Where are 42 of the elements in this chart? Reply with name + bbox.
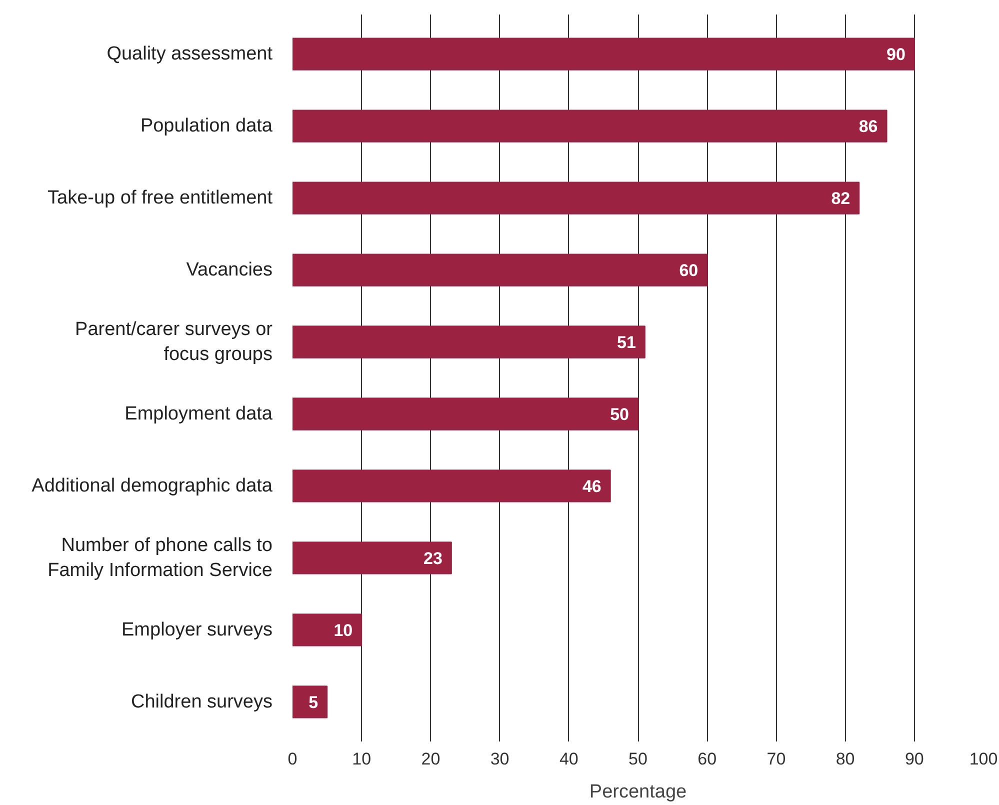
y-tick-label: Quality assessment bbox=[106, 44, 274, 65]
y-tick-label: Children surveys bbox=[131, 691, 272, 712]
data-label: 60 bbox=[679, 261, 698, 280]
bar bbox=[292, 614, 362, 646]
y-tick-label: Additional demographic data bbox=[32, 475, 273, 496]
data-label: 46 bbox=[582, 476, 602, 496]
y-tick-label: Parent/carer surveys or focus groups bbox=[75, 318, 274, 366]
data-label: 10 bbox=[334, 620, 353, 640]
x-tick-label: 70 bbox=[766, 750, 786, 768]
y-tick-label: Employer surveys bbox=[122, 619, 273, 640]
x-tick-label: 0 bbox=[288, 750, 298, 768]
data-label: 5 bbox=[308, 692, 318, 712]
x-axis-title: Percentage bbox=[589, 782, 687, 802]
bar bbox=[292, 254, 708, 286]
bar bbox=[292, 326, 646, 358]
y-tick-label: Population data bbox=[140, 116, 273, 137]
x-tick-label: 80 bbox=[836, 750, 855, 768]
x-tick-label: 40 bbox=[559, 750, 578, 768]
bar bbox=[292, 110, 888, 142]
data-label: 86 bbox=[858, 117, 878, 136]
y-tick-label: Number of phone calls to Family Information Service bbox=[48, 534, 273, 582]
x-tick-label: 10 bbox=[352, 750, 372, 768]
bar bbox=[292, 38, 915, 70]
x-tick-label: 20 bbox=[421, 750, 440, 768]
bar bbox=[292, 542, 452, 574]
y-tick-label: Employment data bbox=[124, 403, 273, 424]
y-tick-label: Vacancies bbox=[186, 260, 273, 281]
x-tick-label: 50 bbox=[628, 750, 648, 768]
data-label: 23 bbox=[424, 548, 442, 568]
data-label: 82 bbox=[831, 189, 850, 208]
data-label: 50 bbox=[610, 404, 630, 424]
y-tick-label: Take-up of free entitlement bbox=[48, 188, 274, 209]
bar bbox=[292, 470, 611, 502]
x-tick-label: 100 bbox=[969, 750, 998, 768]
bar bbox=[292, 182, 860, 214]
bar bbox=[292, 398, 638, 430]
data-label: 51 bbox=[617, 333, 636, 352]
bar bbox=[292, 686, 328, 718]
data-label: 90 bbox=[886, 45, 906, 64]
x-tick-label: 30 bbox=[490, 750, 510, 768]
x-tick-label: 60 bbox=[698, 750, 717, 768]
x-tick-label: 90 bbox=[904, 750, 924, 768]
